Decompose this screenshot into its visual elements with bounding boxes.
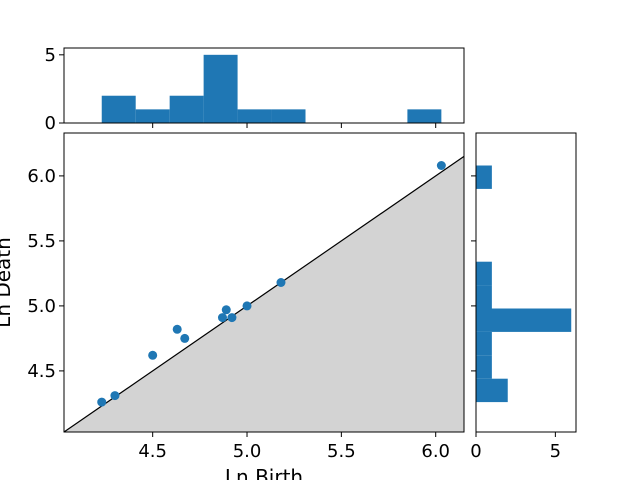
data-point	[110, 391, 120, 401]
data-point	[180, 333, 190, 343]
data-point	[221, 305, 231, 315]
main-scatter-panel: 4.5 5.0 5.5 6.0 4.5 5.0 5.5 6.0 Ln Birth Ln Death	[0, 132, 465, 480]
right-histogram-x-tick-label: 0	[470, 441, 481, 462]
data-point	[242, 301, 252, 311]
x-tick-label: 5.5	[327, 441, 356, 462]
data-point	[172, 324, 182, 334]
right-histogram-bar	[476, 261, 492, 286]
top-histogram-frame	[63, 47, 465, 124]
top-histogram-panel: 05	[45, 45, 465, 134]
top-histogram-bar	[407, 109, 442, 123]
x-axis-label: Ln Birth	[225, 465, 303, 480]
data-point	[436, 161, 446, 170]
y-tick-label: 4.5	[27, 361, 56, 382]
top-histogram-y-tick-label: 0	[45, 113, 56, 134]
data-point	[148, 350, 158, 360]
data-point	[97, 397, 107, 407]
x-tick-label: 6.0	[421, 441, 450, 462]
y-axis-label: Ln Death	[0, 237, 15, 328]
main-plot-frame	[63, 132, 465, 433]
right-histogram-x-tick-label: 5	[550, 441, 561, 462]
right-histogram-bar	[476, 331, 492, 356]
y-tick-label: 5.0	[27, 296, 56, 317]
right-histogram-frame	[475, 132, 577, 433]
y-tick-label: 5.5	[27, 231, 56, 252]
diagonal-line	[63, 155, 465, 433]
top-histogram-bar	[135, 109, 170, 123]
right-histogram-bar	[476, 308, 572, 332]
right-histogram-bar	[476, 355, 492, 379]
top-histogram-bar	[101, 95, 136, 123]
data-point	[227, 313, 237, 323]
right-histogram-bar	[476, 378, 508, 403]
data-point	[276, 278, 286, 287]
top-histogram-y-tick-label: 5	[45, 45, 56, 66]
y-tick-label: 6.0	[27, 166, 56, 187]
top-histogram-bar	[271, 109, 306, 123]
x-tick-label: 5.0	[233, 441, 262, 462]
top-histogram-bar	[169, 95, 204, 123]
top-histogram-bar	[203, 54, 238, 124]
right-histogram-bar	[476, 165, 492, 189]
right-histogram-bar	[476, 285, 492, 309]
top-histogram-bar	[237, 109, 272, 123]
data-point	[217, 313, 227, 323]
x-tick-label: 4.5	[138, 441, 167, 462]
